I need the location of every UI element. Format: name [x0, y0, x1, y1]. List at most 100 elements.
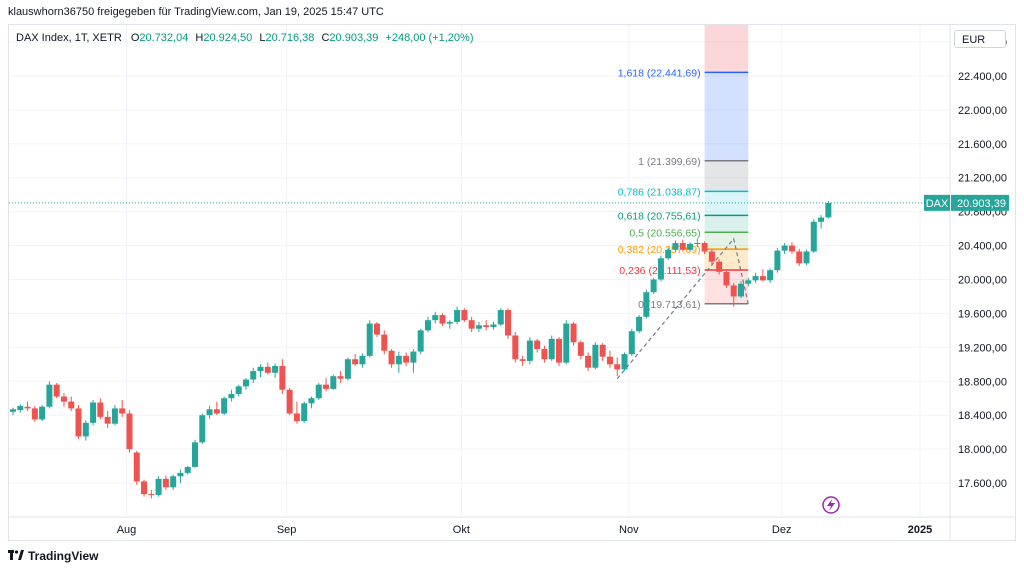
candle: [235, 384, 242, 397]
candle-body: [490, 324, 497, 327]
lightning-icon[interactable]: [822, 496, 840, 514]
candle-body: [53, 384, 60, 397]
fib-band: [704, 72, 749, 161]
candle: [810, 219, 817, 254]
candle: [803, 249, 810, 266]
candle: [90, 399, 97, 426]
candle-body: [679, 243, 686, 250]
candle: [323, 377, 330, 392]
candle: [541, 345, 548, 363]
tradingview-logo[interactable]: TradingView: [8, 549, 98, 563]
candle-body: [519, 359, 526, 361]
candle-body: [417, 330, 424, 352]
candle-body: [475, 325, 482, 329]
candle-body: [60, 396, 67, 402]
candle-body: [111, 408, 118, 424]
candle: [68, 396, 75, 411]
candle: [628, 328, 635, 356]
open-label: O: [130, 32, 140, 44]
candle: [366, 320, 373, 358]
high-label: H: [195, 32, 204, 44]
low-value: 20.716,38: [265, 32, 315, 44]
fib-level-label: 0,618 (20.755,61): [618, 210, 701, 222]
x-tick-label: Okt: [453, 524, 470, 536]
candle-body: [723, 271, 730, 286]
candle: [708, 248, 715, 265]
candle-body: [148, 494, 155, 496]
candle-body: [694, 243, 701, 245]
candle-body: [344, 359, 351, 379]
candle-body: [17, 405, 24, 411]
candle-body: [228, 394, 235, 399]
candle-body: [708, 251, 715, 262]
candle-body: [24, 406, 31, 409]
fib-trend-line: [616, 237, 749, 380]
fib-band: [704, 25, 749, 73]
candle-body: [759, 276, 766, 281]
candle-body: [31, 408, 38, 420]
candle-body: [825, 202, 832, 218]
x-tick-label: Aug: [117, 524, 137, 536]
candle: [454, 306, 461, 325]
axes: 17.600,00 18.000,00 18.400,00 18.800,00 19.2…: [9, 25, 1015, 541]
candle-body: [424, 320, 431, 331]
candle-body: [170, 476, 177, 488]
candle-body: [162, 478, 169, 488]
candle-body: [621, 354, 628, 370]
candle: [264, 362, 271, 375]
candle-body: [235, 386, 242, 394]
candle: [403, 352, 410, 367]
grid: [9, 25, 950, 517]
candle-body: [570, 323, 577, 343]
y-tick-label: 20.000,00: [958, 274, 1007, 286]
candle-body: [483, 325, 490, 327]
change-value: +248,00 (+1,20%): [385, 32, 474, 44]
candle: [257, 364, 264, 378]
candle: [17, 404, 24, 413]
candle-body: [599, 344, 606, 357]
fib-band: [704, 191, 749, 216]
candle-body: [512, 335, 519, 360]
candle: [759, 269, 766, 282]
candle: [133, 450, 140, 485]
candle: [177, 469, 184, 484]
y-tick-label: 21.200,00: [958, 173, 1007, 185]
tradingview-brand: TradingView: [28, 549, 99, 563]
candle-body: [250, 371, 257, 380]
candle: [410, 349, 417, 373]
candle-body: [213, 409, 220, 414]
candle: [286, 388, 293, 416]
candle-body: [272, 366, 279, 373]
candle: [242, 377, 249, 390]
lightning-icon-bolt: [827, 499, 835, 511]
candle: [614, 357, 621, 377]
candle-body: [82, 422, 89, 437]
candle-body: [264, 366, 271, 373]
ohlc-legend: DAX Index, 1T, XETR O20.732,04 H20.924,5…: [16, 32, 474, 44]
candle-body: [388, 350, 395, 365]
candle: [570, 321, 577, 346]
tradingview-logo-icon: [8, 549, 24, 563]
candle-body: [97, 402, 104, 417]
candle: [526, 337, 533, 365]
candle: [432, 311, 439, 324]
candle: [577, 340, 584, 360]
candle: [512, 332, 519, 363]
trend-line: [616, 237, 749, 380]
candle-body: [90, 402, 97, 423]
candle-body: [432, 315, 439, 321]
y-tick-label: 18.400,00: [958, 410, 1007, 422]
candle-body: [323, 384, 330, 389]
fib-retracement: 1,618 (22.441,69) 1 (21.399,69) 0,786 (21.…: [618, 25, 749, 311]
chart-frame[interactable]: [8, 24, 1016, 541]
candle: [694, 238, 701, 248]
candle: [475, 321, 482, 333]
candle: [745, 277, 752, 287]
candle-body: [730, 285, 737, 297]
candle: [621, 352, 628, 372]
candle-body: [352, 359, 359, 365]
candle: [82, 420, 89, 441]
currency-button[interactable]: EUR: [954, 30, 1006, 48]
candle-body: [526, 340, 533, 361]
